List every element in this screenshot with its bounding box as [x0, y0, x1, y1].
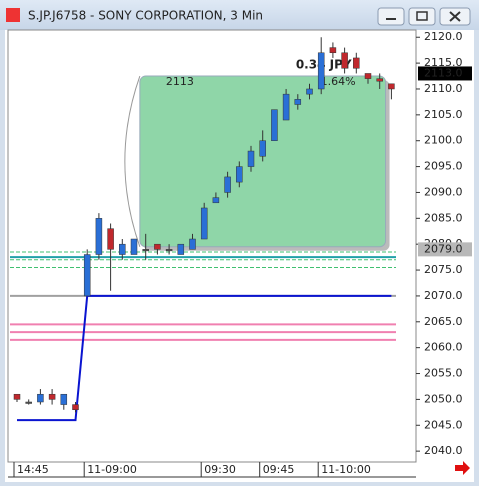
- y-tick-label: 2105.0: [424, 108, 463, 121]
- close-icon: [449, 11, 461, 22]
- y-tick-label: 2115.0: [424, 56, 463, 69]
- candle-body: [60, 393, 68, 405]
- y-tick-label: 2070.0: [424, 289, 463, 302]
- candle-body: [388, 83, 395, 90]
- price-tag: [418, 66, 472, 81]
- y-tick-label: 2075.0: [424, 263, 463, 276]
- minimize-button[interactable]: [377, 7, 405, 26]
- candle-body: [72, 404, 79, 410]
- y-tick-label: 2100.0: [424, 134, 463, 147]
- maximize-button[interactable]: [408, 7, 436, 26]
- candle-body: [329, 47, 337, 54]
- candle-body: [306, 88, 313, 95]
- x-tick-label: 11-10:00: [321, 463, 371, 476]
- app-icon: [6, 8, 20, 22]
- candle-body: [271, 109, 278, 141]
- scroll-arrow[interactable]: [455, 461, 470, 475]
- candle-body: [200, 207, 208, 240]
- window-title: S.JP.J6758 - SONY CORPORATION, 3 Min: [28, 9, 263, 23]
- candle-body: [376, 78, 383, 82]
- candle-body: [341, 52, 348, 69]
- y-tick-label: 2120.0: [424, 30, 463, 43]
- candle-body: [119, 243, 126, 255]
- y-tick-label: 2060.0: [424, 341, 463, 354]
- y-tick-label: 2110.0: [424, 82, 463, 95]
- candle-body: [259, 140, 266, 157]
- measure-change-pct: 1.64%: [321, 75, 356, 88]
- candle-body: [48, 393, 56, 400]
- x-tick-label: 09:45: [263, 463, 295, 476]
- measure-price-label: 2113: [166, 75, 194, 88]
- candle-body: [247, 150, 255, 167]
- candle-body: [13, 393, 21, 400]
- y-tick-label: 2065.0: [424, 315, 463, 328]
- y-tick-label: 2055.0: [424, 367, 463, 380]
- candle-body: [294, 99, 302, 105]
- y-tick-label: 2085.0: [424, 211, 463, 224]
- candle-body: [177, 243, 185, 255]
- x-tick-label: 09:30: [204, 463, 236, 476]
- candle-body: [142, 249, 149, 252]
- candle-body: [130, 238, 138, 255]
- candle-body: [282, 93, 290, 121]
- candle-body: [189, 238, 196, 250]
- candle-body: [25, 401, 32, 404]
- price-tag-label: 2113.0: [424, 66, 463, 79]
- candle-body: [353, 57, 360, 69]
- candle-body: [37, 393, 44, 403]
- measure-arc: [124, 75, 141, 247]
- maximize-icon: [416, 11, 428, 21]
- candle-body: [107, 228, 114, 250]
- price-tag-label: 2079.0: [424, 242, 463, 255]
- y-tick-label: 2050.0: [424, 392, 463, 405]
- candle-body: [212, 197, 220, 204]
- candle-body: [83, 254, 91, 297]
- x-tick-label: 11-09:00: [87, 463, 137, 476]
- measure-box: [139, 75, 387, 248]
- candle-body: [236, 166, 243, 183]
- candle-body: [224, 176, 231, 193]
- candle-body: [95, 218, 103, 255]
- x-tick-label: 14:45: [17, 463, 49, 476]
- candle-body: [165, 249, 173, 252]
- price-tag: [418, 242, 472, 257]
- candle-body: [154, 243, 161, 250]
- candle-body: [364, 73, 372, 79]
- y-tick-label: 2095.0: [424, 160, 463, 173]
- indicator-line: [17, 294, 392, 422]
- y-tick-label: 2090.0: [424, 185, 463, 198]
- y-tick-label: 2045.0: [424, 418, 463, 431]
- y-tick-label: 2040.0: [424, 444, 463, 457]
- candle-body: [317, 52, 325, 90]
